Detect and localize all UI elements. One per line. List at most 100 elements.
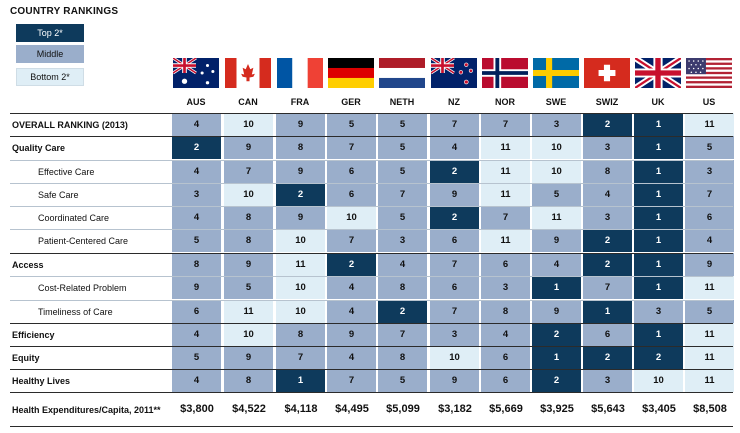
row-label: Coordinated Care — [38, 212, 110, 223]
rank-cell: 2 — [583, 253, 632, 276]
rank-cell: 1 — [583, 300, 632, 323]
rank-cell: 4 — [172, 369, 221, 392]
norway-flag-icon — [482, 58, 528, 88]
rank-cell: 3 — [378, 229, 427, 252]
rank-cell: 6 — [583, 323, 632, 346]
rank-cell: 11 — [481, 160, 530, 183]
rank-cell: 6 — [327, 183, 376, 206]
us-flag-icon — [686, 58, 732, 88]
rank-cell: 1 — [634, 276, 683, 299]
rank-cell: 1 — [634, 113, 683, 136]
rank-cell: 3 — [634, 300, 683, 323]
rank-cell: 10 — [224, 113, 273, 136]
rank-cell: 11 — [481, 183, 530, 206]
row-label: Safe Care — [38, 189, 79, 200]
france-flag-icon — [277, 58, 323, 88]
row-divider — [10, 369, 733, 370]
row-divider — [10, 160, 733, 161]
rank-cell: 2 — [378, 300, 427, 323]
row-divider — [10, 183, 733, 184]
rank-cell: 6 — [430, 229, 479, 252]
country-code-neth: NETH — [389, 97, 415, 107]
rank-cell: 4 — [327, 276, 376, 299]
rank-cell: 10 — [276, 276, 325, 299]
row-label: OVERALL RANKING (2013) — [12, 119, 128, 130]
rank-cell: 9 — [532, 300, 581, 323]
rank-cell: 3 — [532, 113, 581, 136]
rank-cell: 5 — [378, 136, 427, 159]
rank-cell: 9 — [224, 346, 273, 369]
rank-cell: 9 — [276, 206, 325, 229]
rank-cell: 8 — [481, 300, 530, 323]
netherlands-flag-icon — [379, 58, 425, 88]
expenditure-value: $3,405 — [642, 403, 676, 415]
legend-middle: Middle — [16, 45, 84, 63]
expenditure-value: $3,182 — [438, 403, 472, 415]
rank-cell: 6 — [430, 276, 479, 299]
country-code-uk: UK — [651, 97, 665, 107]
rank-cell: 5 — [327, 113, 376, 136]
rank-cell: 11 — [481, 229, 530, 252]
rank-cell: 10 — [532, 136, 581, 159]
rank-cell: 7 — [327, 136, 376, 159]
row-label: Cost-Related Problem — [38, 282, 127, 293]
rank-cell: 2 — [430, 160, 479, 183]
rank-cell: 5 — [685, 136, 734, 159]
rank-cell: 7 — [430, 113, 479, 136]
rank-cell: 3 — [583, 206, 632, 229]
rank-cell: 9 — [276, 113, 325, 136]
rank-cell: 8 — [224, 206, 273, 229]
rank-cell: 6 — [172, 300, 221, 323]
legend-title: COUNTRY RANKINGS — [10, 6, 119, 17]
expenditure-value: $5,669 — [489, 403, 523, 415]
row-divider — [10, 229, 733, 230]
rank-cell: 3 — [430, 323, 479, 346]
legend-bottom-2: Bottom 2* — [16, 68, 84, 86]
rank-cell: 4 — [481, 323, 530, 346]
rank-cell: 2 — [276, 183, 325, 206]
rank-cell: 11 — [685, 113, 734, 136]
expenditure-value: $4,118 — [284, 403, 318, 415]
rank-cell: 10 — [276, 300, 325, 323]
rank-cell: 5 — [378, 113, 427, 136]
rank-cell: 7 — [224, 160, 273, 183]
row-divider — [10, 253, 733, 254]
rank-cell: 10 — [532, 160, 581, 183]
rank-cell: 9 — [327, 323, 376, 346]
rank-cell: 2 — [634, 346, 683, 369]
row-label: Efficiency — [12, 329, 55, 340]
rank-cell: 7 — [583, 276, 632, 299]
rank-cell: 10 — [430, 346, 479, 369]
rank-cell: 5 — [378, 206, 427, 229]
rank-cell: 7 — [378, 183, 427, 206]
rank-cell: 9 — [224, 136, 273, 159]
rank-cell: 10 — [276, 229, 325, 252]
rank-cell: 8 — [583, 160, 632, 183]
rank-cell: 4 — [583, 183, 632, 206]
rank-cell: 2 — [583, 113, 632, 136]
uk-flag-icon — [635, 58, 681, 88]
rank-cell: 1 — [532, 346, 581, 369]
rank-cell: 9 — [276, 160, 325, 183]
rank-cell: 11 — [276, 253, 325, 276]
row-divider — [10, 136, 733, 137]
row-label: Effective Care — [38, 166, 95, 177]
rank-cell: 11 — [224, 300, 273, 323]
expenditure-value: $4,495 — [335, 403, 369, 415]
rank-cell: 7 — [430, 300, 479, 323]
rank-cell: 10 — [224, 323, 273, 346]
new-zealand-flag-icon — [431, 58, 477, 88]
legend-top-2: Top 2* — [16, 24, 84, 42]
rank-cell: 5 — [532, 183, 581, 206]
rank-cell: 9 — [430, 183, 479, 206]
rank-cell: 5 — [685, 300, 734, 323]
row-divider — [10, 206, 733, 207]
rank-cell: 11 — [685, 346, 734, 369]
sweden-flag-icon — [533, 58, 579, 88]
rank-cell: 4 — [172, 160, 221, 183]
rank-cell: 7 — [481, 113, 530, 136]
rank-cell: 3 — [583, 369, 632, 392]
rank-cell: 6 — [481, 253, 530, 276]
rank-cell: 5 — [172, 346, 221, 369]
country-code-nz: NZ — [448, 97, 460, 107]
